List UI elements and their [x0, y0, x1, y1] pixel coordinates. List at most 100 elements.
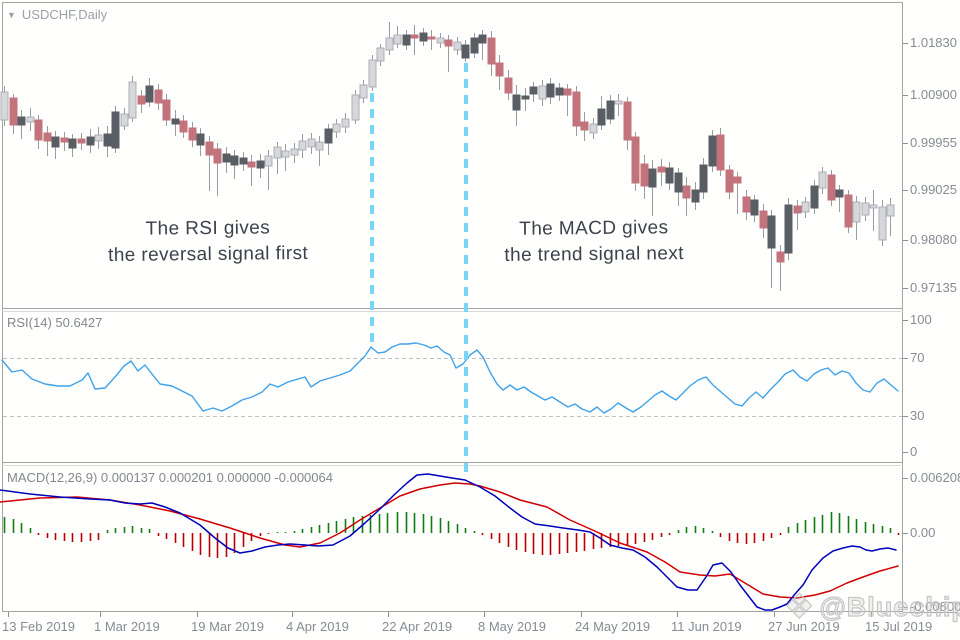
y-axis-label: 0.98080	[910, 232, 957, 247]
candle-body	[784, 204, 793, 254]
candle-body	[86, 136, 95, 146]
candle-body	[120, 113, 129, 127]
candle-body	[9, 97, 18, 126]
candle-body	[402, 34, 411, 46]
candle-body	[716, 134, 725, 171]
candle-body	[844, 194, 853, 228]
y-axis-label: 0.99955	[910, 135, 957, 150]
candle-body	[315, 141, 324, 151]
candle-body	[94, 134, 103, 142]
y-axis-label: -0.008007	[910, 599, 960, 614]
chart-border	[2, 2, 903, 612]
candle-body	[393, 34, 402, 45]
candle-body	[171, 118, 180, 125]
x-axis-date-label: 15 Jul 2019	[865, 619, 933, 634]
annotation-macd-signal[interactable]: The MACD gives the trend signal next	[448, 214, 741, 269]
x-axis-date-label: 4 Apr 2019	[286, 619, 349, 634]
candle-body	[77, 138, 86, 144]
candle-body	[162, 99, 171, 121]
candle-body	[801, 201, 810, 213]
candle-body	[324, 128, 333, 144]
x-axis-date-label: 13 Feb 2019	[2, 619, 76, 634]
candle-body	[529, 86, 538, 95]
candle-body	[835, 189, 844, 198]
rsi-line	[1, 342, 899, 414]
candle-body	[682, 185, 691, 199]
candle-body	[60, 137, 69, 143]
candle-body	[580, 121, 589, 131]
candle-body	[521, 95, 530, 100]
candle-body	[222, 153, 231, 163]
candle-body	[341, 118, 350, 128]
candle-body	[137, 95, 146, 105]
rsi-indicator-label: RSI(14) 50.6427	[7, 315, 103, 330]
candle-body	[128, 81, 137, 119]
annotation-macd-line2: the trend signal next	[504, 243, 684, 266]
candle-body	[810, 185, 819, 209]
candle-body	[256, 160, 265, 169]
y-axis-label: 0	[910, 444, 918, 459]
candle-body	[470, 37, 479, 54]
candle-body	[179, 120, 188, 133]
candle-body	[385, 37, 394, 51]
candle-body	[733, 176, 742, 184]
candle-body	[759, 210, 768, 229]
y-axis-label: 0.99025	[910, 182, 957, 197]
x-axis-date-label: 8 May 2019	[478, 619, 546, 634]
x-axis-date-label: 27 Jun 2019	[768, 619, 840, 634]
candle-body	[827, 174, 836, 201]
y-axis-label: 0.97135	[910, 280, 957, 295]
y-axis-label: 1.00900	[910, 87, 957, 102]
bluechip-logo-icon: ❖	[783, 588, 815, 626]
candle-body	[614, 100, 623, 105]
candle-body	[657, 166, 666, 173]
candle-body	[154, 89, 163, 104]
candle-body	[290, 148, 299, 156]
candle-body	[68, 138, 77, 149]
candle-body	[708, 135, 717, 167]
candle-body	[281, 150, 290, 158]
annotation-rsi-line2: the reversal signal first	[107, 242, 309, 267]
symbol-timeframe-label: USDCHF,Daily	[21, 7, 108, 22]
y-axis-label: 0.00	[910, 525, 936, 540]
vertical-signal-line-rsi[interactable]	[370, 93, 374, 343]
vertical-signal-line-macd[interactable]	[464, 63, 468, 478]
candle-body	[538, 85, 547, 100]
candle-body	[631, 136, 640, 184]
candle-body	[478, 34, 487, 44]
candle-body	[264, 155, 273, 167]
candle-body	[273, 146, 282, 159]
candle-body	[51, 136, 60, 148]
y-axis-label: 30	[910, 408, 925, 423]
candle-body	[17, 116, 26, 126]
candle-body	[298, 140, 307, 151]
candle-body	[699, 164, 708, 193]
candle-body	[26, 116, 35, 123]
candle-body	[205, 141, 214, 156]
candle-body	[886, 204, 895, 217]
candle-body	[818, 171, 827, 189]
candle-body	[793, 205, 802, 214]
annotation-rsi-signal[interactable]: The RSI gives the reversal signal first	[62, 214, 355, 269]
candle-body	[750, 199, 759, 216]
candle-body	[691, 189, 700, 203]
candle-body	[461, 44, 470, 59]
candle-body	[351, 94, 360, 121]
candle-body	[444, 39, 453, 47]
candle-body	[247, 161, 256, 168]
candle-body	[43, 132, 52, 142]
candle-body	[427, 36, 436, 40]
x-axis-date-label: 1 Mar 2019	[94, 619, 160, 634]
macd-indicator-label: MACD(12,26,9) 0.000137 0.000201 0.000000…	[7, 470, 333, 485]
collapse-dropdown-icon[interactable]: ▼	[7, 9, 16, 20]
candle-body	[376, 47, 385, 62]
candle-body	[453, 41, 462, 51]
symbol-title-bar[interactable]: ▼ USDCHF,Daily	[7, 7, 107, 22]
candle-body	[597, 108, 606, 126]
candle-body	[145, 85, 154, 103]
candle-body	[640, 163, 649, 187]
annotation-rsi-line1: The RSI gives	[145, 217, 271, 240]
candle-body	[332, 123, 341, 133]
candle-body	[512, 94, 521, 111]
